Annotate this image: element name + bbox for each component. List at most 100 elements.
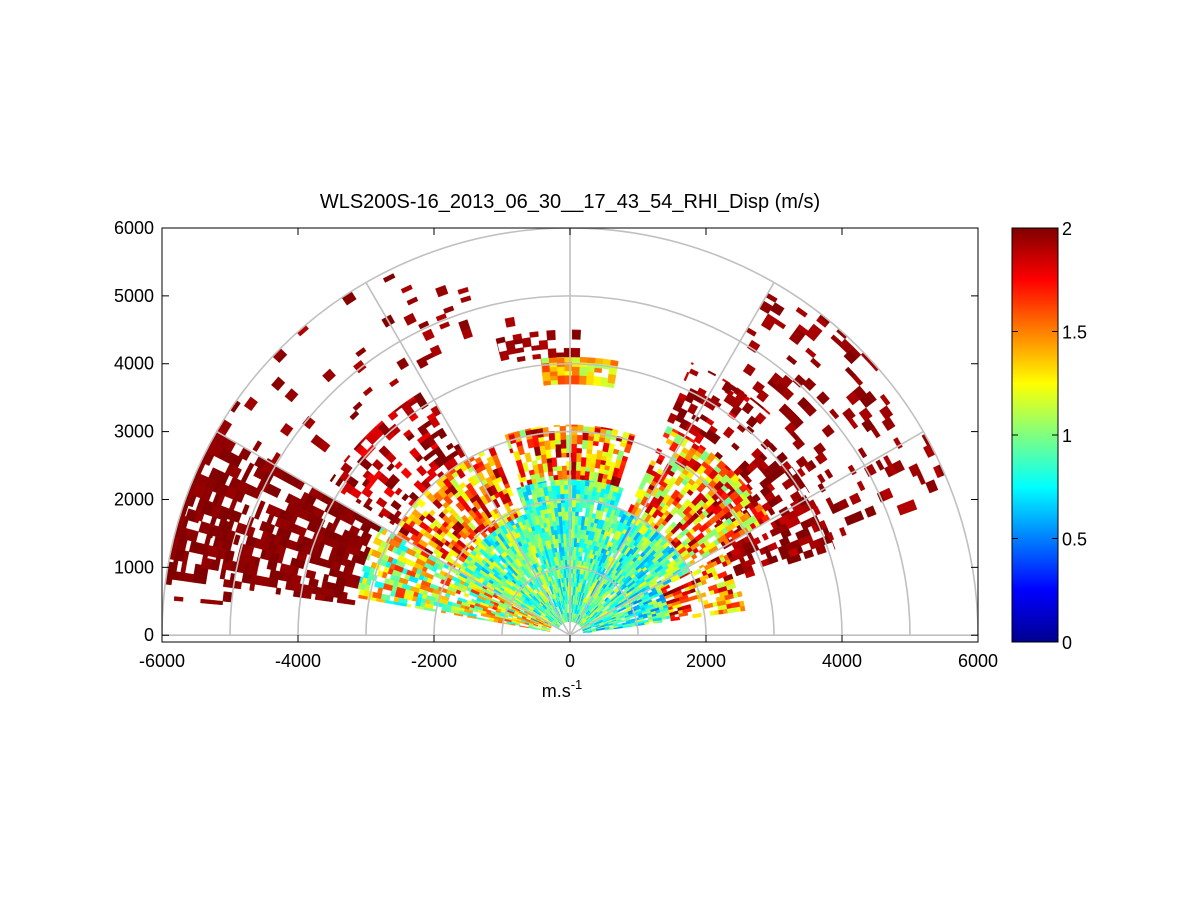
rhi-cell (390, 590, 397, 597)
rhi-cell (561, 520, 566, 526)
rhi-cell (200, 598, 210, 604)
rhi-cell (722, 426, 735, 439)
rhi-cell (710, 395, 721, 404)
rhi-cell (486, 456, 496, 467)
rhi-cell (183, 572, 195, 583)
rhi-cell (594, 357, 604, 365)
rhi-cell (571, 489, 577, 499)
y-tick-label: 1000 (114, 557, 154, 577)
rhi-cell (745, 425, 755, 435)
rhi-cell (571, 424, 578, 427)
rhi-cell (553, 424, 561, 428)
rhi-cell (585, 375, 594, 386)
rhi-cell (504, 316, 516, 328)
rhi-cell (547, 470, 554, 477)
rhi-cell (579, 356, 588, 363)
x-tick-label: 4000 (822, 651, 862, 671)
rhi-cell (576, 448, 583, 454)
rhi-cell (586, 357, 596, 364)
rhi-cell (559, 425, 566, 432)
rhi-cell (575, 502, 580, 508)
rhi-cell (529, 331, 539, 334)
rhi-cell (578, 375, 587, 385)
rhi-cell (217, 600, 224, 606)
rhi-cell (592, 376, 602, 387)
rhi-cell (584, 480, 590, 487)
rhi-cell (554, 479, 560, 486)
colorbar-tick-label: 1.5 (1062, 323, 1087, 343)
rhi-cell (564, 511, 569, 521)
rhi-cell (573, 533, 578, 539)
rhi-cell (455, 501, 466, 512)
rhi-cell (707, 370, 717, 377)
rhi-cell (575, 489, 581, 495)
rhi-cell (656, 468, 664, 476)
rhi-cell (531, 459, 538, 466)
rhi-cell (574, 524, 578, 534)
rhi-cell (582, 426, 590, 432)
rhi-cell (670, 521, 678, 529)
rhi-cell (580, 479, 586, 486)
y-tick-label: 5000 (114, 286, 154, 306)
rhi-cell (571, 379, 580, 385)
rhi-cell (557, 375, 565, 385)
rhi-cell (565, 533, 569, 539)
rhi-cell (571, 329, 581, 331)
rhi-cell (438, 511, 446, 519)
rhi-cell (570, 470, 577, 480)
rhi-cell (487, 532, 492, 537)
rhi-cell (558, 480, 564, 486)
rhi-cell (586, 439, 594, 450)
rhi-cell (571, 375, 580, 381)
rhi-cell (771, 542, 779, 550)
rhi-cell (549, 375, 558, 381)
rhi-cell (731, 442, 740, 451)
rhi-cell (570, 550, 574, 561)
rhi-cell (649, 459, 657, 467)
rhi-cell (571, 434, 578, 445)
rhi-cell (714, 451, 723, 460)
rhi-cell (560, 439, 567, 449)
rhi-cell (546, 330, 556, 341)
rhi-cell (200, 557, 212, 570)
rhi-cell (467, 476, 478, 487)
rhi-cell (571, 533, 575, 539)
rhi-cell (548, 357, 557, 364)
rhi-cell (696, 592, 707, 599)
rhi-cell (550, 379, 558, 386)
x-tick-label: 6000 (958, 651, 998, 671)
x-tick-label: 2000 (686, 651, 726, 671)
rhi-cell (545, 453, 552, 459)
rhi-cell (222, 591, 229, 602)
rhi-cell (173, 596, 184, 602)
rhi-cell (718, 554, 724, 559)
colorbar-tick-label: 0 (1062, 633, 1072, 653)
rhi-cell (595, 449, 603, 461)
rhi-cell (516, 488, 518, 490)
rhi-cell (774, 494, 783, 504)
rhi-cell (577, 524, 582, 530)
rhi-cell (579, 465, 586, 476)
rhi-cell (587, 435, 595, 442)
rhi-cell (512, 333, 523, 341)
rhi-cell (570, 537, 575, 547)
rhi-cell (575, 493, 581, 499)
rhi-cell (563, 493, 569, 503)
rhi-cell (222, 579, 229, 588)
rhi-cell (575, 452, 582, 463)
rhi-cell (681, 604, 692, 610)
rhi-cell (574, 515, 579, 526)
x-tick-label: -2000 (411, 651, 457, 671)
rhi-cell (588, 426, 596, 433)
rhi-cell (749, 397, 758, 405)
rhi-cell (819, 520, 828, 530)
rhi-cell (571, 515, 576, 521)
rhi-cell (554, 439, 561, 445)
rhi-cell (585, 453, 592, 459)
rhi-cell (566, 555, 570, 561)
rhi-cell (555, 493, 561, 500)
rhi-cell (517, 473, 523, 483)
x-tick-label: -6000 (139, 651, 185, 671)
rhi-cell (358, 588, 365, 597)
